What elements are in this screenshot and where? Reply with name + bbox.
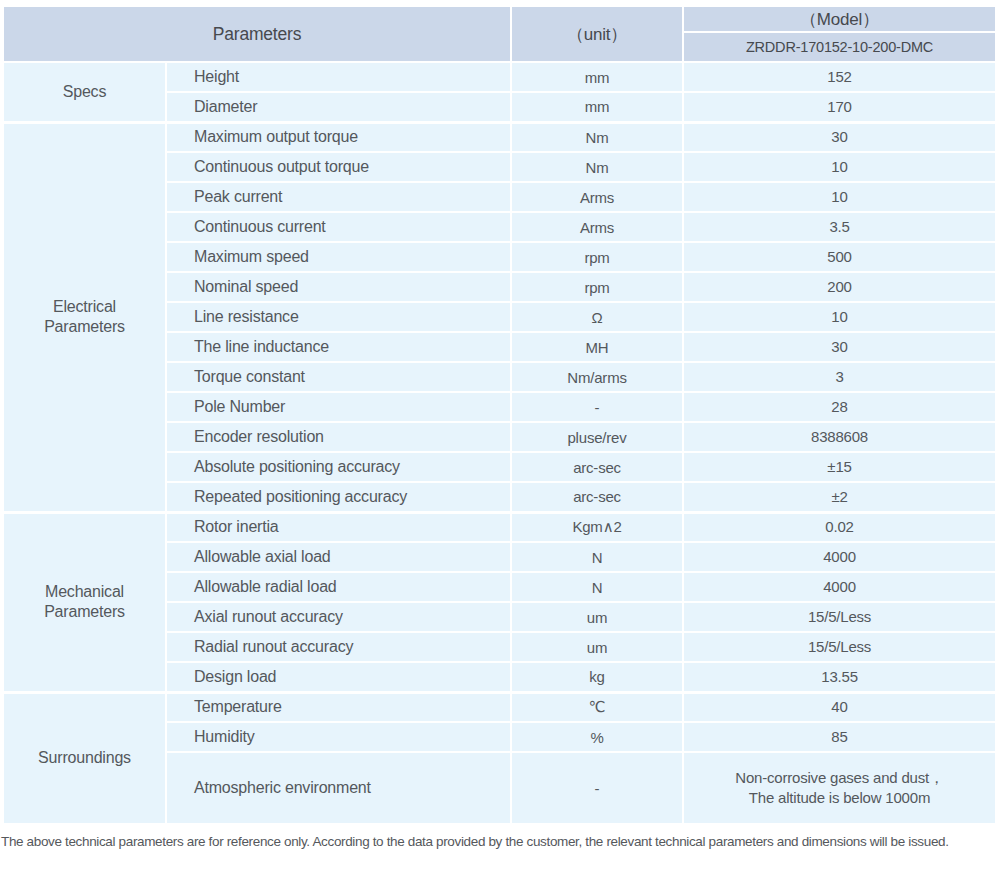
unit-cell: arc-sec: [511, 452, 683, 482]
param-name-cell: Maximum output torque: [166, 122, 511, 152]
value-cell: 10: [683, 152, 996, 182]
value-cell: 40: [683, 692, 996, 722]
spec-table: Parameters （unit） （Model） ZRDDR-170152-1…: [2, 5, 997, 825]
value-cell: 200: [683, 272, 996, 302]
value-cell: 500: [683, 242, 996, 272]
value-cell: 10: [683, 182, 996, 212]
param-name-cell: Diameter: [166, 92, 511, 122]
param-name-cell: Temperature: [166, 692, 511, 722]
model-number: ZRDDR-170152-10-200-DMC: [683, 32, 996, 62]
unit-cell: mm: [511, 92, 683, 122]
param-name-cell: Height: [166, 62, 511, 92]
parameters-header: Parameters: [3, 6, 511, 62]
value-cell: ±15: [683, 452, 996, 482]
param-name-cell: Allowable radial load: [166, 572, 511, 602]
value-cell: 28: [683, 392, 996, 422]
unit-cell: %: [511, 722, 683, 752]
param-name-cell: Continuous output torque: [166, 152, 511, 182]
unit-cell: Arms: [511, 212, 683, 242]
group-label-cell: Electrical Parameters: [3, 122, 166, 512]
param-name-cell: Atmospheric environment: [166, 752, 511, 824]
unit-cell: ℃: [511, 692, 683, 722]
table-header: Parameters （unit） （Model） ZRDDR-170152-1…: [3, 6, 996, 62]
group-label-cell: Mechanical Parameters: [3, 512, 166, 692]
group-label-cell: Surroundings: [3, 692, 166, 824]
unit-cell: Kgm∧2: [511, 512, 683, 542]
param-name-cell: Pole Number: [166, 392, 511, 422]
param-name-cell: Torque constant: [166, 362, 511, 392]
param-name-cell: Encoder resolution: [166, 422, 511, 452]
param-name-cell: Continuous current: [166, 212, 511, 242]
value-cell: 15/5/Less: [683, 602, 996, 632]
value-cell: 10: [683, 302, 996, 332]
param-name-cell: Design load: [166, 662, 511, 692]
value-cell: Non-corrosive gases and dust， The altitu…: [683, 752, 996, 824]
unit-cell: Ω: [511, 302, 683, 332]
table-row: SurroundingsTemperature℃40: [3, 692, 996, 722]
value-cell: 0.02: [683, 512, 996, 542]
value-cell: 4000: [683, 542, 996, 572]
value-cell: 3: [683, 362, 996, 392]
param-name-cell: Absolute positioning accuracy: [166, 452, 511, 482]
param-name-cell: Humidity: [166, 722, 511, 752]
param-name-cell: The line inductance: [166, 332, 511, 362]
unit-cell: Nm/arms: [511, 362, 683, 392]
value-cell: 30: [683, 332, 996, 362]
unit-cell: Nm: [511, 152, 683, 182]
unit-cell: mm: [511, 62, 683, 92]
unit-cell: rpm: [511, 272, 683, 302]
unit-cell: pluse/rev: [511, 422, 683, 452]
unit-cell: MH: [511, 332, 683, 362]
unit-cell: N: [511, 572, 683, 602]
unit-cell: arc-sec: [511, 482, 683, 512]
param-name-cell: Line resistance: [166, 302, 511, 332]
param-name-cell: Rotor inertia: [166, 512, 511, 542]
param-name-cell: Allowable axial load: [166, 542, 511, 572]
value-cell: 170: [683, 92, 996, 122]
unit-cell: -: [511, 752, 683, 824]
group-label-cell: Specs: [3, 62, 166, 122]
unit-cell: -: [511, 392, 683, 422]
param-name-cell: Repeated positioning accuracy: [166, 482, 511, 512]
table-body: SpecsHeightmm152Diametermm170Electrical …: [3, 62, 996, 824]
param-name-cell: Radial runout accuracy: [166, 632, 511, 662]
table-row: Electrical ParametersMaximum output torq…: [3, 122, 996, 152]
param-name-cell: Axial runout accuracy: [166, 602, 511, 632]
unit-cell: kg: [511, 662, 683, 692]
unit-cell: Arms: [511, 182, 683, 212]
unit-header: （unit）: [511, 6, 683, 62]
unit-cell: um: [511, 632, 683, 662]
unit-cell: Nm: [511, 122, 683, 152]
unit-cell: N: [511, 542, 683, 572]
table-row: SpecsHeightmm152: [3, 62, 996, 92]
header-row-1: Parameters （unit） （Model）: [3, 6, 996, 32]
param-name-cell: Peak current: [166, 182, 511, 212]
value-cell: 8388608: [683, 422, 996, 452]
value-cell: 85: [683, 722, 996, 752]
model-header: （Model）: [683, 6, 996, 32]
value-cell: 4000: [683, 572, 996, 602]
value-cell: 15/5/Less: [683, 632, 996, 662]
footer-note: The above technical parameters are for r…: [1, 834, 998, 849]
table-row: Mechanical ParametersRotor inertiaKgm∧20…: [3, 512, 996, 542]
unit-cell: rpm: [511, 242, 683, 272]
param-name-cell: Maximum speed: [166, 242, 511, 272]
value-cell: ±2: [683, 482, 996, 512]
value-cell: 3.5: [683, 212, 996, 242]
value-cell: 13.55: [683, 662, 996, 692]
value-cell: 152: [683, 62, 996, 92]
param-name-cell: Nominal speed: [166, 272, 511, 302]
unit-cell: um: [511, 602, 683, 632]
value-cell: 30: [683, 122, 996, 152]
